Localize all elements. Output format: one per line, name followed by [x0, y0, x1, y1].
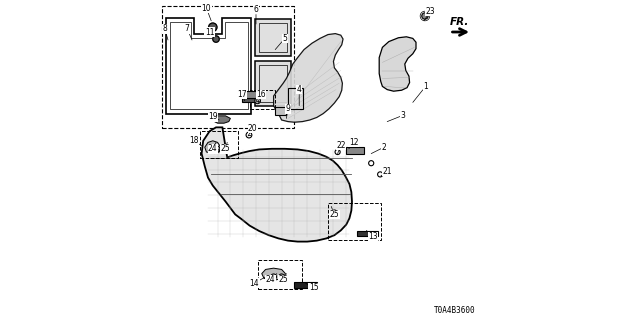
Circle shape: [246, 132, 252, 138]
Text: 19: 19: [208, 112, 219, 121]
Text: 25: 25: [330, 206, 339, 219]
Circle shape: [332, 210, 337, 216]
Text: 22: 22: [336, 141, 346, 154]
Text: 17: 17: [237, 90, 246, 101]
Text: 7: 7: [185, 24, 192, 40]
Polygon shape: [346, 147, 364, 154]
Text: FR.: FR.: [450, 17, 469, 27]
Polygon shape: [212, 116, 230, 123]
Text: 21: 21: [381, 167, 392, 176]
Text: 20: 20: [248, 124, 258, 136]
Circle shape: [221, 146, 227, 152]
Bar: [242, 98, 259, 102]
Text: 14: 14: [250, 277, 266, 288]
Polygon shape: [242, 91, 259, 98]
Polygon shape: [205, 141, 221, 154]
Text: 25: 25: [221, 142, 230, 153]
Text: 2: 2: [371, 143, 387, 154]
Polygon shape: [255, 19, 291, 56]
Text: 18: 18: [189, 136, 202, 146]
Polygon shape: [166, 18, 251, 114]
Polygon shape: [380, 37, 416, 91]
Text: 15: 15: [306, 283, 319, 292]
Bar: [161, 6, 294, 128]
Circle shape: [279, 274, 285, 280]
Text: 11: 11: [205, 28, 214, 36]
Text: 24: 24: [266, 274, 277, 284]
Circle shape: [271, 274, 276, 280]
Text: 9: 9: [285, 104, 291, 118]
Circle shape: [335, 149, 340, 155]
Text: 24: 24: [208, 142, 218, 153]
Text: 13: 13: [366, 230, 378, 241]
Bar: [328, 203, 381, 240]
Circle shape: [422, 13, 428, 19]
Text: 12: 12: [349, 138, 358, 149]
Text: 1: 1: [413, 82, 428, 102]
Polygon shape: [357, 231, 378, 236]
Text: 5: 5: [275, 34, 287, 50]
Text: 4: 4: [297, 85, 301, 106]
Polygon shape: [255, 61, 291, 106]
Circle shape: [212, 36, 219, 42]
Text: 23: 23: [424, 7, 435, 21]
Polygon shape: [294, 282, 317, 288]
Polygon shape: [275, 107, 287, 115]
Text: 3: 3: [387, 111, 406, 122]
Text: 25: 25: [278, 274, 288, 284]
Text: 6: 6: [253, 5, 259, 24]
Text: T0A4B3600: T0A4B3600: [433, 306, 475, 315]
Circle shape: [369, 161, 374, 166]
Text: 8: 8: [163, 24, 168, 40]
Polygon shape: [274, 34, 343, 122]
Polygon shape: [262, 268, 285, 280]
Circle shape: [209, 23, 217, 31]
Circle shape: [255, 98, 260, 104]
Bar: [200, 131, 239, 158]
Circle shape: [378, 172, 383, 177]
Circle shape: [214, 146, 220, 152]
Text: 16: 16: [256, 90, 266, 101]
Bar: [258, 260, 303, 289]
Polygon shape: [202, 127, 352, 242]
Bar: [288, 88, 303, 109]
Bar: [250, 90, 275, 109]
Text: 10: 10: [202, 4, 211, 21]
